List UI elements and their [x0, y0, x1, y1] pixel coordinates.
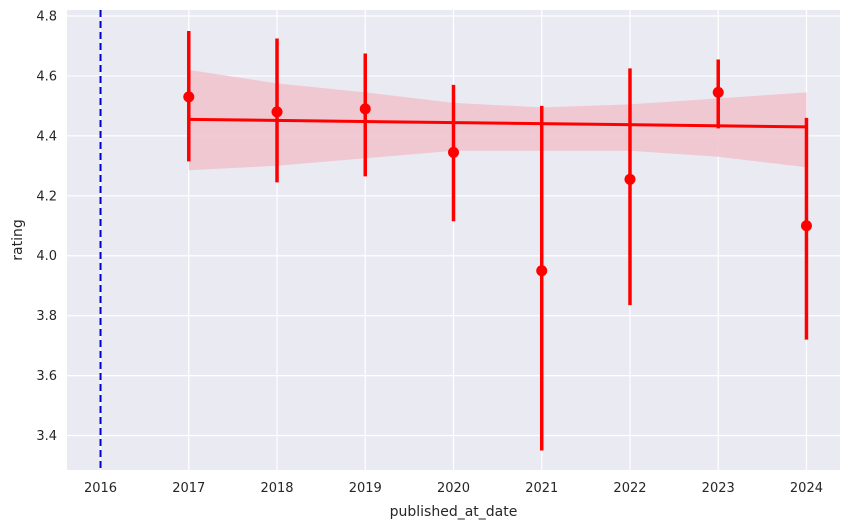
regression-confidence-band: [188, 69, 807, 171]
x-axis-label: published_at_date: [390, 504, 518, 520]
x-tick-label: 2021: [525, 481, 558, 496]
data-point: [183, 91, 195, 103]
regression-layer: [188, 117, 807, 129]
x-tick-label: 2024: [790, 481, 823, 496]
data-point: [536, 265, 548, 277]
y-tick-label: 4.6: [36, 69, 57, 84]
y-tick-label: 3.8: [36, 309, 57, 324]
data-point: [448, 146, 459, 158]
regression-band-layer: [188, 69, 807, 171]
x-tick-labels: 2016 2017 2018 2019 2020 2021 2022 2023 2024: [84, 481, 823, 496]
data-point: [359, 103, 371, 115]
regression-line: [188, 117, 807, 129]
y-tick-label: 3.6: [36, 369, 57, 384]
y-tick-label: 4.2: [36, 189, 57, 204]
y-tick-labels: 3.4 3.6 3.8 4.0 4.2 4.4 4.6 4.8: [36, 9, 57, 444]
x-tick-label: 2017: [172, 481, 205, 496]
x-tick-label: 2016: [84, 481, 117, 496]
x-tick-label: 2019: [349, 481, 382, 496]
x-tick-label: 2018: [260, 481, 293, 496]
y-tick-label: 4.8: [36, 9, 57, 24]
y-axis-label: rating: [10, 219, 26, 260]
y-tick-label: 4.0: [36, 249, 57, 264]
y-tick-label: 3.4: [36, 429, 57, 444]
x-tick-label: 2023: [702, 481, 735, 496]
data-point: [271, 106, 283, 118]
data-point: [624, 173, 636, 185]
x-tick-label: 2020: [437, 481, 470, 496]
x-tick-label: 2022: [613, 481, 646, 496]
y-tick-label: 4.4: [36, 129, 57, 144]
data-point: [712, 86, 724, 98]
data-point: [800, 220, 812, 232]
point-layer: [183, 86, 812, 277]
